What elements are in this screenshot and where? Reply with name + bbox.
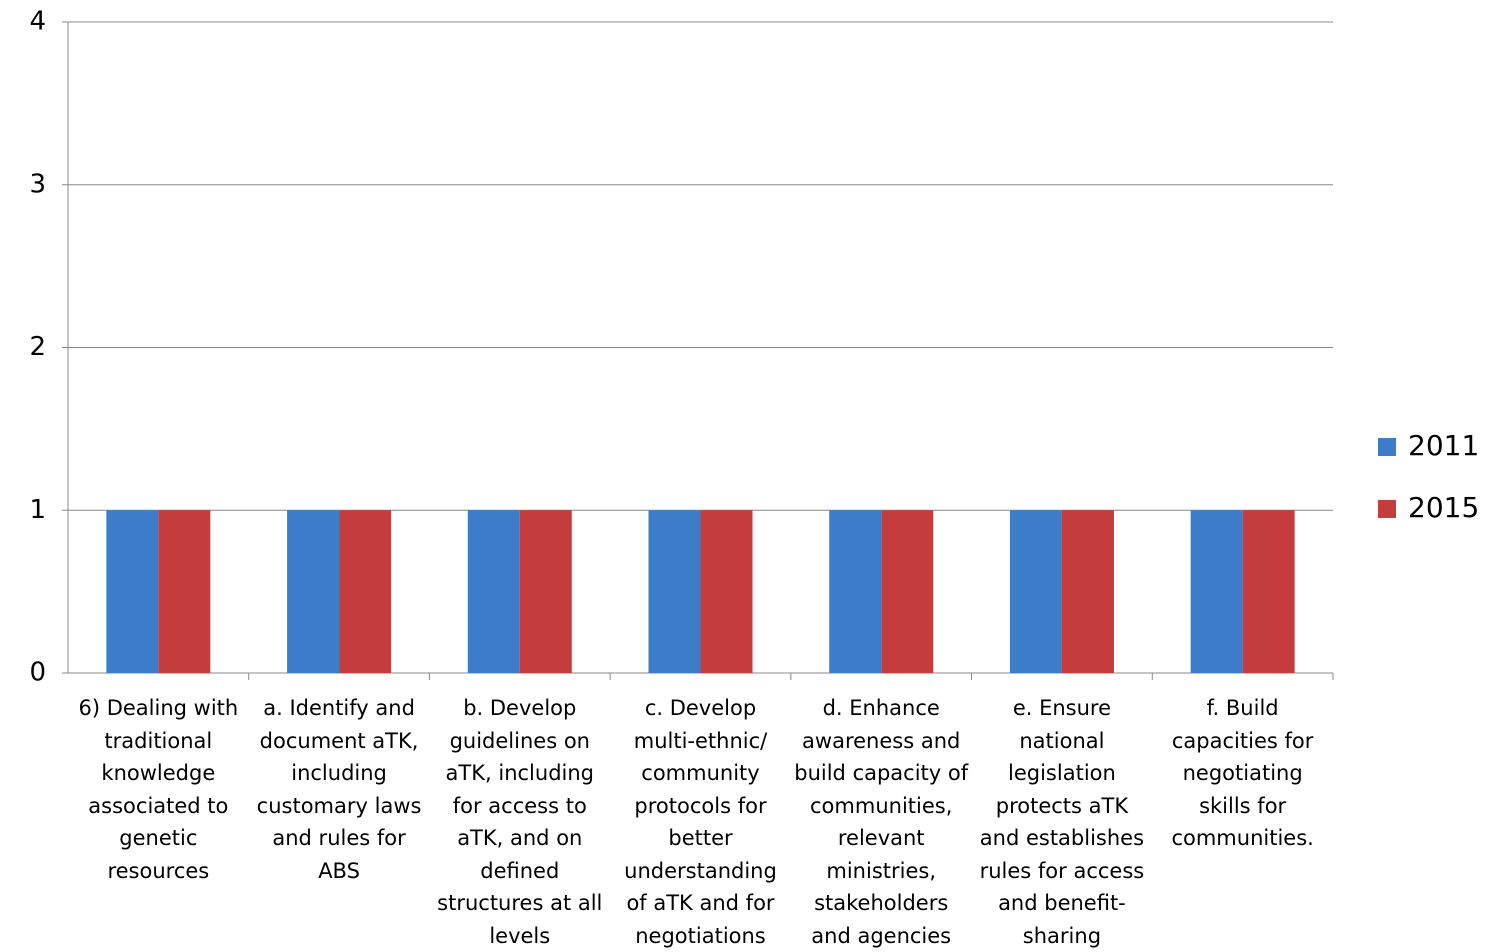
y-tick-label: 3 — [29, 169, 46, 199]
y-tick-label: 1 — [29, 495, 46, 525]
legend-swatch — [1378, 438, 1396, 456]
x-tick-label: b. Develop guidelines on aTK, including … — [437, 696, 603, 948]
x-tick-label: 6) Dealing with traditional knowledge as… — [78, 696, 239, 883]
bar — [700, 510, 753, 673]
bar — [158, 510, 211, 673]
y-tick-label: 2 — [29, 332, 46, 362]
bar — [1190, 510, 1243, 673]
bar — [648, 510, 701, 673]
legend-label: 2011 — [1408, 429, 1479, 462]
bar — [467, 510, 520, 673]
bar — [881, 510, 934, 673]
bar — [519, 510, 572, 673]
x-tick-label: d. Enhance awareness and build capacity … — [794, 696, 969, 948]
x-tick-label: c. Develop multi-ethnic/ community proto… — [624, 696, 777, 948]
y-tick-label: 4 — [29, 7, 46, 37]
bar — [339, 510, 392, 673]
y-tick-label: 0 — [29, 658, 46, 688]
bar — [106, 510, 159, 673]
bar — [1009, 510, 1062, 673]
bar — [287, 510, 340, 673]
bar — [1061, 510, 1114, 673]
bar — [829, 510, 882, 673]
bar — [1242, 510, 1295, 673]
legend-label: 2015 — [1408, 491, 1479, 524]
x-tick-label: f. Build capacities for negotiating skil… — [1171, 696, 1314, 850]
x-tick-label: a. Identify and document aTK, including … — [256, 696, 422, 883]
legend-swatch — [1378, 500, 1396, 518]
x-tick-label: e. Ensure national legislation protects … — [979, 696, 1145, 948]
